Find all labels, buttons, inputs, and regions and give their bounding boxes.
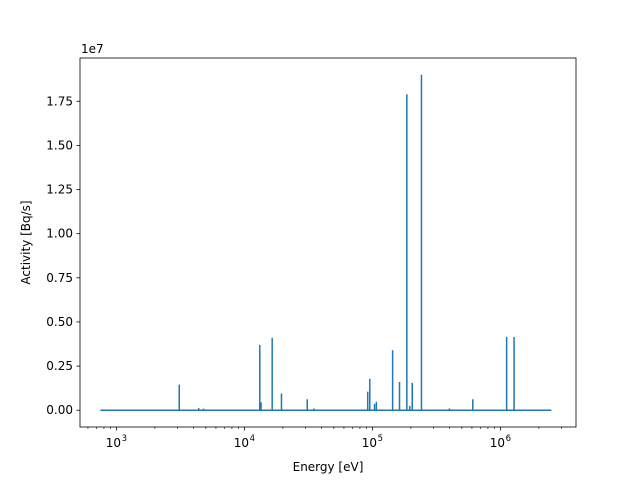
y-tick-label: 1.25 bbox=[46, 183, 73, 197]
y-axis: 0.00 0.25 0.50 0.75 1.00 1.25 1.50 1.75 bbox=[46, 94, 80, 417]
x-tick-exponent: 5 bbox=[378, 434, 383, 444]
plot-frame bbox=[79, 57, 577, 428]
x-tick-exponent: 4 bbox=[250, 434, 255, 444]
y-tick-label: 0.75 bbox=[46, 271, 73, 285]
x-axis-label: Energy [eV] bbox=[293, 460, 364, 474]
x-tick-label: 10 bbox=[234, 436, 249, 450]
y-axis-multiplier: 1e7 bbox=[81, 42, 104, 56]
x-tick-label: 10 bbox=[106, 436, 121, 450]
x-tick-exponent: 6 bbox=[506, 434, 511, 444]
y-tick-label: 0.00 bbox=[46, 403, 73, 417]
y-tick-label: 0.25 bbox=[46, 359, 73, 373]
y-tick-label: 0.50 bbox=[46, 315, 73, 329]
y-tick-label: 1.75 bbox=[46, 94, 73, 108]
y-tick-label: 1.00 bbox=[46, 227, 73, 241]
x-tick-label: 10 bbox=[362, 436, 377, 450]
plot-area bbox=[100, 74, 552, 411]
x-tick-exponent: 3 bbox=[122, 434, 127, 444]
x-tick-label: 10 bbox=[490, 436, 505, 450]
x-axis: 10 3 10 4 10 5 10 6 bbox=[87, 427, 562, 450]
y-axis-label: Activity [Bq/s] bbox=[19, 200, 33, 284]
y-tick-label: 1.50 bbox=[46, 138, 73, 152]
